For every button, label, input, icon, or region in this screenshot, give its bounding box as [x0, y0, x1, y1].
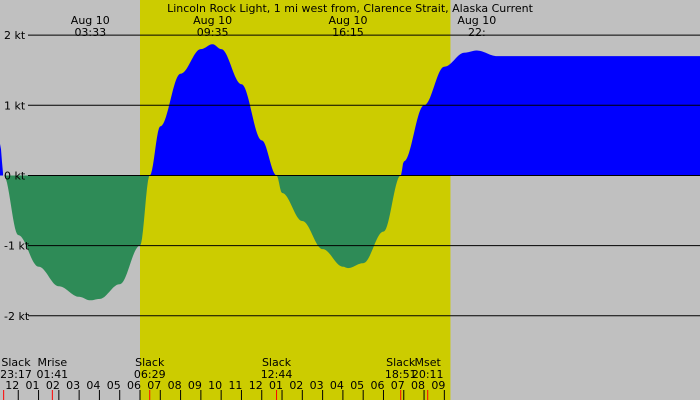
- hour-tick-label: 10: [208, 379, 222, 392]
- event-name-label: Slack: [135, 356, 165, 369]
- hour-tick-label: 12: [5, 379, 19, 392]
- chart-title: Lincoln Rock Light, 1 mi west from, Clar…: [167, 2, 534, 15]
- hour-tick-label: 02: [289, 379, 303, 392]
- flood-area: [150, 44, 276, 176]
- hour-tick-label: 05: [350, 379, 364, 392]
- event-name-label: Mset: [415, 356, 442, 369]
- hour-tick-label: 01: [26, 379, 40, 392]
- event-time-label: 01:41: [36, 368, 68, 381]
- hour-tick-label: 12: [249, 379, 263, 392]
- ebb-area: [4, 175, 149, 301]
- event-labels: Slack23:17Mrise01:41Slack06:29Slack12:44…: [0, 356, 443, 381]
- event-time-label: 03:33: [74, 26, 106, 39]
- y-tick-label: 2 kt: [4, 29, 26, 42]
- flood-area: [0, 143, 3, 176]
- event-date-label: Aug 10: [328, 14, 367, 27]
- hour-tick-label: 04: [330, 379, 344, 392]
- ebb-area: [277, 175, 400, 269]
- event-time-label: 23:17: [0, 368, 32, 381]
- hour-tick-label: 02: [46, 379, 60, 392]
- event-name-label: Slack: [262, 356, 292, 369]
- current-areas: [0, 44, 700, 301]
- hour-tick-label: 11: [228, 379, 242, 392]
- hour-tick-label: 06: [127, 379, 141, 392]
- event-time-label: 09:35: [197, 26, 229, 39]
- y-tick-label: 0 kt: [4, 169, 26, 182]
- hour-tick-label: 07: [147, 379, 161, 392]
- event-time-label: 20:11: [412, 368, 444, 381]
- y-tick-labels: 2 kt 1 kt 0 kt -1 kt -2 kt: [4, 29, 30, 323]
- hour-tick-label: 01: [269, 379, 283, 392]
- hour-tick-label: 08: [168, 379, 182, 392]
- event-date-label: Aug 10: [193, 14, 232, 27]
- hour-tick-label: 05: [107, 379, 121, 392]
- event-time-label: 16:15: [332, 26, 364, 39]
- event-time-label: 12:44: [261, 368, 293, 381]
- event-date-label: Aug 10: [71, 14, 110, 27]
- event-time-label: 18:51: [385, 368, 417, 381]
- y-gridlines: [28, 34, 700, 317]
- hour-tick-label: 03: [66, 379, 80, 392]
- hour-axis: 1112010203040506070809101112010203040506…: [3, 379, 445, 400]
- event-date-label: Aug 10: [457, 14, 496, 27]
- hour-tick-label: 08: [411, 379, 425, 392]
- event-time-label: 06:29: [134, 368, 166, 381]
- hour-tick-label: 07: [391, 379, 405, 392]
- y-tick-label: 1 kt: [4, 99, 26, 112]
- hour-tick-label: 09: [188, 379, 202, 392]
- event-name-label: Slack: [1, 356, 31, 369]
- y-tick-label: -1 kt: [4, 240, 30, 253]
- event-name-label: Slack: [386, 356, 416, 369]
- hour-tick-label: 04: [86, 379, 100, 392]
- event-name-label: Mrise: [38, 356, 68, 369]
- flood-area: [401, 50, 700, 176]
- event-time-label: 22:: [468, 26, 486, 39]
- hour-tick-label: 09: [431, 379, 445, 392]
- y-tick-label: -2 kt: [4, 310, 30, 323]
- hour-tick-label: 06: [370, 379, 384, 392]
- hour-tick-label: 03: [310, 379, 324, 392]
